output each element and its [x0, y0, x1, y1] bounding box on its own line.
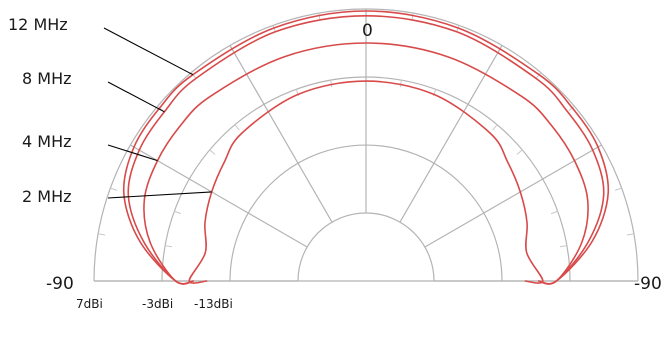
- grid-tick: [559, 245, 567, 248]
- grid-spoke-30: [399, 45, 503, 223]
- ring-label-minus3dbi: -3dBi: [142, 297, 173, 311]
- grid-tick: [209, 149, 216, 155]
- radiation-curves: [122, 10, 610, 285]
- grid-spoke--60: [130, 144, 308, 248]
- leader-line-2: [107, 144, 158, 162]
- polar-grid: [93, 8, 639, 282]
- series-label-2mhz: 2 MHz: [22, 187, 72, 206]
- leader-line-1: [107, 81, 165, 113]
- grid-spoke--30: [229, 45, 333, 223]
- grid-tick: [399, 80, 402, 88]
- angle-label-top: 0: [362, 21, 373, 41]
- grid-tick: [626, 233, 634, 236]
- grid-tick: [550, 210, 558, 215]
- grid-tick: [318, 13, 321, 21]
- ring-label-minus13dbi: -13dBi: [194, 297, 233, 311]
- grid-tick: [110, 187, 118, 191]
- ring-label-7dbi: 7dBi: [76, 297, 103, 311]
- curve-4-mhz: [143, 42, 589, 285]
- grid-tick: [411, 13, 414, 21]
- grid-tick: [516, 149, 523, 155]
- grid-tick: [234, 124, 240, 131]
- grid-tick: [492, 124, 498, 131]
- leader-line-3: [107, 191, 212, 199]
- grid-tick: [568, 105, 575, 112]
- grid-tick: [330, 80, 333, 88]
- grid-tick: [614, 187, 622, 191]
- grid-ring-3: [297, 212, 435, 282]
- grid-tick: [98, 233, 106, 236]
- grid-tick: [157, 105, 164, 112]
- curve-2-mhz: [188, 80, 544, 284]
- leader-lines: [103, 27, 212, 199]
- grid-tick: [165, 245, 173, 248]
- series-label-4mhz: 4 MHz: [22, 132, 72, 151]
- curve-8-mhz: [127, 14, 605, 285]
- series-label-8mhz: 8 MHz: [22, 69, 72, 88]
- series-label-12mhz: 12 MHz: [8, 15, 68, 34]
- angle-label-right: -90: [634, 274, 662, 294]
- curve-12-mhz: [122, 10, 610, 285]
- leader-line-0: [103, 27, 194, 76]
- grid-spoke-60: [424, 144, 602, 248]
- angle-label-left: -90: [46, 274, 74, 294]
- grid-tick: [174, 210, 182, 215]
